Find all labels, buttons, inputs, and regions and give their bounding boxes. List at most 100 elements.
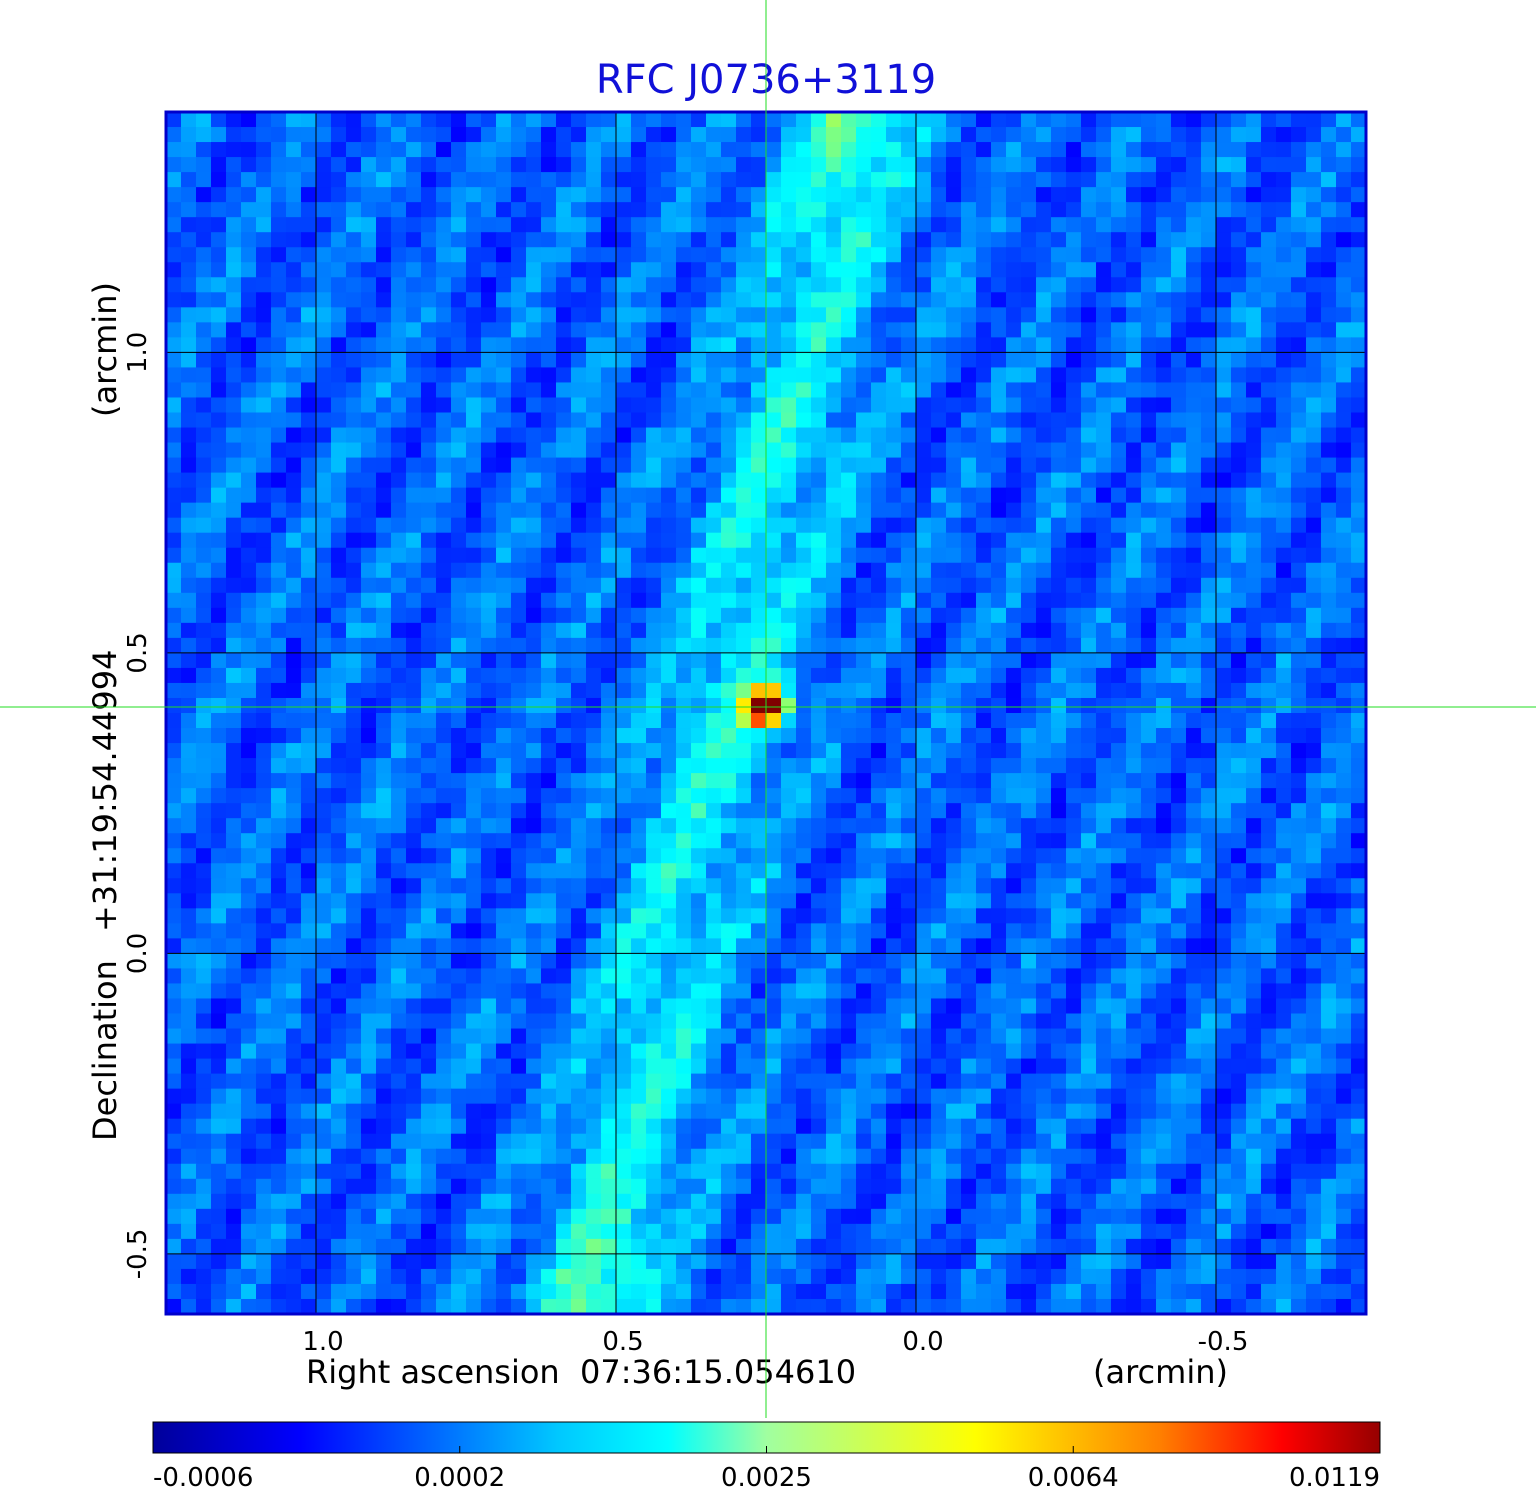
heatmap-cell [1201, 743, 1217, 759]
heatmap-cell [991, 202, 1007, 218]
heatmap-cell [1081, 337, 1097, 354]
heatmap-cell [736, 277, 752, 293]
heatmap-cell [1141, 427, 1157, 444]
heatmap-cell [286, 562, 302, 579]
heatmap-cell [1096, 863, 1112, 879]
heatmap-cell [496, 878, 512, 894]
heatmap-cell [1321, 833, 1337, 849]
heatmap-cell [481, 983, 497, 1000]
heatmap-cell [526, 592, 542, 609]
heatmap-cell [1006, 652, 1022, 669]
heatmap-cell [526, 923, 542, 939]
heatmap-cell [451, 803, 467, 819]
heatmap-cell [211, 277, 227, 293]
heatmap-cell [916, 307, 932, 323]
heatmap-cell [1216, 1028, 1232, 1045]
heatmap-cell [1081, 547, 1097, 564]
heatmap-cell [496, 127, 512, 143]
heatmap-cell [1126, 1028, 1142, 1045]
heatmap-cell [196, 788, 212, 804]
heatmap-cell [676, 863, 692, 879]
heatmap-cell [811, 307, 827, 323]
heatmap-cell [1141, 142, 1157, 158]
heatmap-cell [1216, 923, 1232, 939]
heatmap-cell [691, 1028, 707, 1045]
heatmap-cell [976, 878, 992, 894]
heatmap-cell [1276, 412, 1292, 429]
heatmap-cell [241, 307, 257, 323]
heatmap-cell [421, 232, 437, 248]
heatmap-cell [1186, 322, 1202, 338]
heatmap-cell [451, 682, 467, 699]
heatmap-cell [541, 562, 557, 579]
heatmap-cell [766, 292, 782, 308]
heatmap-cell [391, 127, 407, 143]
heatmap-cell [301, 848, 317, 864]
heatmap-cell [421, 472, 437, 489]
heatmap-cell [631, 953, 647, 970]
heatmap-cell [1111, 217, 1127, 233]
heatmap-cell [331, 998, 347, 1015]
heatmap-cell [1246, 472, 1262, 489]
heatmap-cell [1246, 262, 1262, 278]
heatmap-cell [811, 758, 827, 774]
heatmap-cell [1321, 127, 1337, 143]
heatmap-cell [661, 217, 677, 233]
heatmap-cell [1306, 427, 1322, 444]
heatmap-cell [841, 292, 857, 308]
heatmap-cell [256, 352, 272, 369]
heatmap-cell [646, 1028, 662, 1045]
heatmap-cell [346, 682, 362, 699]
heatmap-cell [1246, 652, 1262, 669]
heatmap-cell [1306, 517, 1322, 534]
heatmap-cell [1051, 818, 1067, 834]
heatmap-cell [991, 247, 1007, 263]
heatmap-cell [286, 172, 302, 188]
heatmap-cell [901, 818, 917, 834]
heatmap-cell [601, 112, 617, 128]
heatmap-cell [421, 848, 437, 864]
heatmap-cell [961, 367, 977, 384]
heatmap-cell [871, 818, 887, 834]
heatmap-cell [1186, 502, 1202, 519]
heatmap-cell [181, 908, 197, 924]
heatmap-cell [541, 818, 557, 834]
heatmap-cell [691, 803, 707, 819]
heatmap-cell [241, 803, 257, 819]
heatmap-cell [1156, 157, 1172, 173]
heatmap-cell [1006, 112, 1022, 128]
heatmap-cell [646, 713, 662, 729]
heatmap-cell [1126, 878, 1142, 894]
heatmap-cell [511, 232, 527, 248]
heatmap-cell [646, 998, 662, 1015]
heatmap-cell [976, 547, 992, 564]
heatmap-cell [346, 938, 362, 955]
heatmap-cell [826, 412, 842, 429]
heatmap-cell [751, 577, 767, 594]
heatmap-cell [916, 172, 932, 188]
heatmap-cell [316, 788, 332, 804]
heatmap-cell [781, 863, 797, 879]
heatmap-cell [406, 172, 422, 188]
heatmap-cell [271, 337, 287, 354]
heatmap-cell [1141, 277, 1157, 293]
heatmap-cell [196, 622, 212, 639]
heatmap-cell [181, 743, 197, 759]
heatmap-cell [586, 142, 602, 158]
heatmap-cell [976, 1013, 992, 1030]
heatmap-cell [421, 607, 437, 624]
heatmap-cell [1156, 172, 1172, 188]
heatmap-cell [661, 667, 677, 684]
heatmap-cell [511, 758, 527, 774]
heatmap-cell [1306, 713, 1322, 729]
heatmap-cell [571, 517, 587, 534]
heatmap-cell [376, 938, 392, 955]
heatmap-cell [826, 968, 842, 985]
heatmap-cell [1276, 592, 1292, 609]
heatmap-cell [376, 592, 392, 609]
heatmap-cell [496, 697, 512, 714]
heatmap-cell [466, 307, 482, 323]
heatmap-cell [181, 697, 197, 714]
heatmap-cell [646, 487, 662, 504]
heatmap-cell [466, 803, 482, 819]
